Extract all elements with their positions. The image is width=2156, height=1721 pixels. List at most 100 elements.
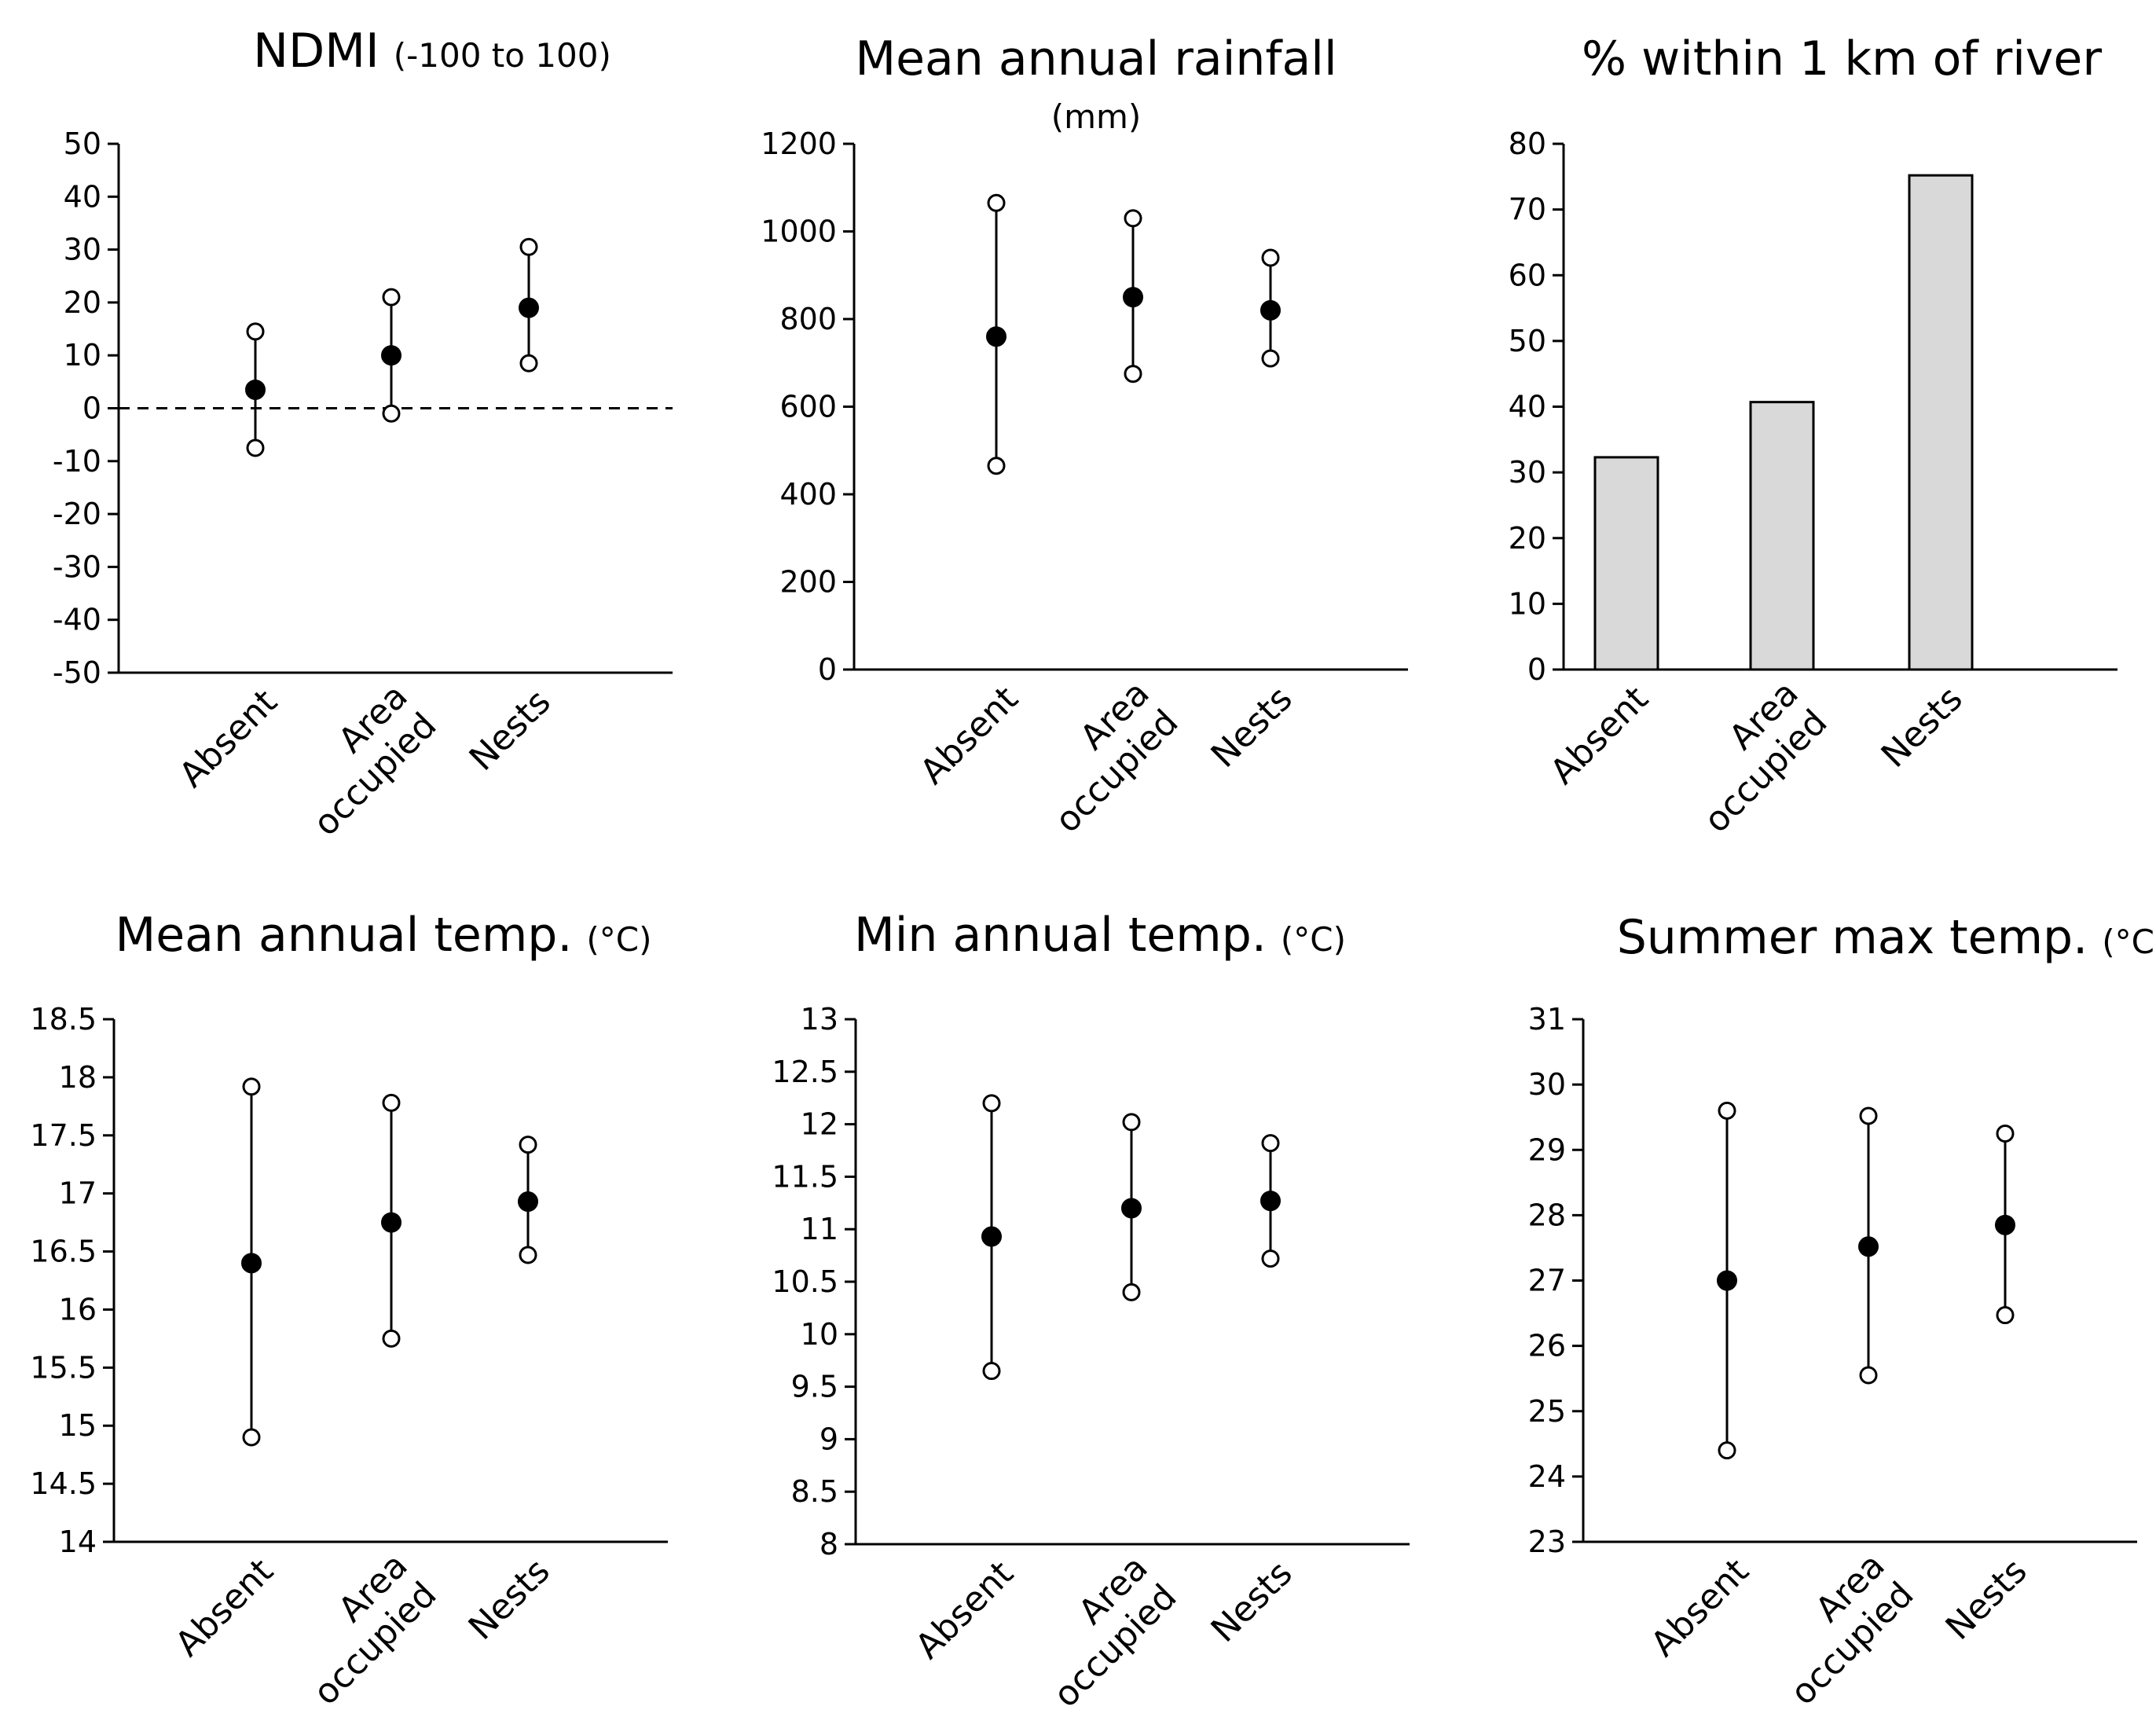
- y-tick-label: 400: [779, 477, 837, 512]
- chart-title-unit: (°C): [1281, 920, 1346, 959]
- y-tick-label: 17: [59, 1176, 97, 1211]
- upper-point: [382, 288, 401, 306]
- lower-point: [246, 439, 265, 457]
- x-category-label-line: Nests: [1204, 1554, 1300, 1650]
- y-tick-label: 13: [801, 1002, 838, 1037]
- upper-point: [1859, 1106, 1878, 1125]
- chart-title: Mean annual rainfall: [855, 31, 1336, 86]
- x-category-label: Nests: [461, 1551, 558, 1648]
- mean-point: [381, 1212, 402, 1233]
- y-tick-label: 17.5: [30, 1118, 97, 1153]
- y-tick-label: 30: [1509, 455, 1546, 490]
- mean-point: [1121, 1198, 1142, 1219]
- x-category-label-line: Absent: [167, 1551, 280, 1664]
- y-tick-label: 600: [779, 390, 837, 424]
- y-tick-label: 14: [59, 1525, 97, 1559]
- lower-point: [1996, 1306, 2015, 1325]
- x-category-label: Absent: [1542, 679, 1656, 792]
- y-tick-label: -30: [53, 549, 101, 584]
- x-category-label: Areaoccupied: [277, 1546, 444, 1713]
- x-category-label: Absent: [171, 682, 284, 795]
- chart-panel: NDMI (-100 to 100) 50 40 30 20 10 0 -10 -20 -30 -40…: [53, 24, 673, 844]
- x-category-label: Absent: [1643, 1551, 1756, 1664]
- chart-panel: Summer max temp. (°C) 31 30 29 28 27 26 25 24 23 Ab…: [1528, 910, 2156, 1713]
- y-tick-label: 1000: [761, 215, 837, 249]
- lower-point: [519, 354, 538, 372]
- upper-point: [519, 237, 538, 256]
- bar: [1749, 401, 1815, 671]
- chart-title-text: Mean annual rainfall: [855, 31, 1336, 86]
- y-tick-label: 9.5: [791, 1370, 838, 1404]
- chart-title: NDMI (-100 to 100): [253, 24, 611, 79]
- y-tick-label: 50: [1509, 324, 1546, 358]
- bar: [1908, 174, 1974, 671]
- x-category-label: Nests: [1204, 1554, 1300, 1650]
- mean-point: [241, 1253, 262, 1274]
- mean-point: [519, 297, 539, 318]
- lower-point: [1261, 349, 1280, 368]
- x-category-label: Nests: [1874, 679, 1971, 776]
- x-category-label: Areaoccupied: [1667, 673, 1835, 841]
- x-category-label-line: Nests: [1204, 679, 1300, 776]
- mean-point: [1717, 1270, 1737, 1291]
- upper-point: [382, 1093, 401, 1112]
- chart-panel: % within 1 km of river80706050403020100A…: [1509, 31, 2118, 841]
- x-category-label: Nests: [462, 682, 559, 779]
- upper-point: [1122, 1113, 1141, 1132]
- chart-title-unit: (°C): [2102, 923, 2156, 961]
- y-tick-label: 10: [1509, 586, 1546, 621]
- x-category-label-line: Absent: [1643, 1551, 1756, 1664]
- x-category-label: Nests: [1938, 1551, 2035, 1648]
- upper-point: [1718, 1101, 1736, 1120]
- y-tick-label: 30: [64, 233, 101, 267]
- y-tick-label: 15: [59, 1408, 97, 1443]
- y-tick-label: 10: [801, 1317, 838, 1352]
- mean-point: [1858, 1236, 1879, 1257]
- chart-title-text: Min annual temp.: [854, 908, 1267, 963]
- x-category-label: Areaoccupied: [1017, 1548, 1184, 1715]
- y-tick-label: 0: [818, 652, 837, 687]
- lower-point: [982, 1362, 1001, 1381]
- x-category-label: Absent: [167, 1551, 280, 1664]
- y-tick-label: 24: [1528, 1459, 1566, 1494]
- chart-title: Mean annual temp. (°C): [115, 908, 651, 963]
- mean-point: [1260, 1191, 1281, 1212]
- x-category-label-line: Absent: [908, 1554, 1021, 1667]
- chart-title-text: NDMI: [253, 24, 380, 79]
- upper-point: [246, 322, 265, 341]
- y-tick-label: 30: [1528, 1067, 1566, 1102]
- mean-point: [245, 379, 266, 400]
- y-tick-label: 18: [59, 1060, 97, 1095]
- upper-point: [519, 1136, 537, 1154]
- lower-point: [382, 404, 401, 423]
- x-category-label-line: Absent: [171, 682, 284, 795]
- lower-point: [1261, 1249, 1280, 1268]
- x-category-label-line: Absent: [1542, 679, 1656, 792]
- chart-title: % within 1 km of river: [1582, 31, 2102, 86]
- lower-point: [1124, 365, 1142, 383]
- y-tick-label: 18.5: [30, 1002, 97, 1037]
- upper-point: [1261, 1134, 1280, 1153]
- mean-point: [1123, 287, 1143, 308]
- y-tick-label: 12.5: [772, 1055, 838, 1089]
- x-category-label-line: Absent: [912, 679, 1025, 792]
- chart-title-text: Mean annual temp.: [115, 908, 572, 963]
- chart-title-text: % within 1 km of river: [1582, 31, 2102, 86]
- chart-title: Summer max temp. (°C): [1617, 910, 2156, 965]
- upper-point: [1124, 209, 1142, 228]
- y-tick-label: 15.5: [30, 1350, 97, 1385]
- y-tick-label: -20: [53, 497, 101, 531]
- x-category-label-line: Nests: [1938, 1551, 2035, 1648]
- mean-point: [381, 345, 402, 366]
- y-tick-label: 10: [64, 338, 101, 372]
- lower-point: [1859, 1366, 1878, 1385]
- chart-title: Min annual temp. (°C): [854, 908, 1346, 963]
- lower-point: [1122, 1282, 1141, 1301]
- x-category-label-line: Nests: [1874, 679, 1971, 776]
- chart-title-unit: (°C): [586, 920, 651, 959]
- y-tick-label: 26: [1528, 1329, 1566, 1363]
- upper-point: [982, 1094, 1001, 1113]
- upper-point: [1261, 248, 1280, 267]
- y-tick-label: 200: [779, 565, 837, 600]
